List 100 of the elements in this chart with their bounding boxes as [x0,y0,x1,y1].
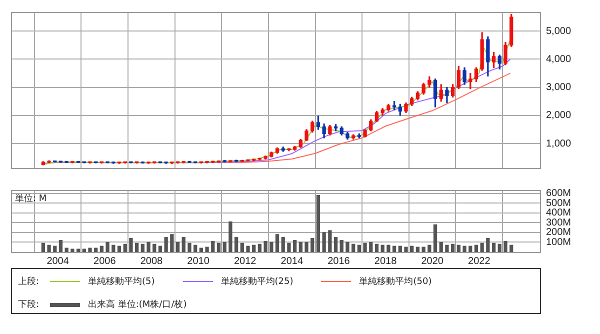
legend-label: 単純移動平均(5) [88,276,155,288]
bar [199,248,204,252]
bar [106,242,110,252]
bar [158,246,162,252]
bar [369,242,373,252]
text: 上段: [18,276,40,288]
bar [462,246,466,252]
bar [392,246,396,252]
bar [88,248,92,252]
bar [82,248,86,252]
bar [416,246,420,252]
bar [170,234,174,252]
bar [310,238,314,252]
bar [188,242,192,252]
y-tick-label: 5,000 [546,26,572,37]
bar [439,242,443,252]
bar [152,244,156,252]
y-tick-label: 400M [546,208,572,219]
y-tick-label: 500M [546,198,572,209]
x-tick-label: 2006 [94,256,116,267]
bar [445,244,449,252]
bar [252,244,256,252]
y-tick-label: 600M [546,188,572,200]
bar [41,242,46,252]
bar [340,240,344,252]
bar [456,244,460,252]
x-tick-label: 2020 [421,256,444,267]
x-tick-label: 2016 [328,256,350,267]
x-tick-label: 2018 [374,256,398,267]
y-tick-label: 300M [546,217,572,228]
bar [53,246,57,252]
bar [216,242,221,252]
bar [94,248,98,252]
bar [117,246,122,252]
x-tick-label: 2014 [280,256,304,267]
bar [334,237,338,252]
bar [211,240,215,252]
bar [246,246,250,252]
bar [322,232,326,252]
bar [140,244,144,252]
bar [222,242,226,252]
bar [380,244,384,252]
bar [357,244,362,252]
bar [129,238,133,252]
legend-label: 単純移動平均(25) [220,276,294,288]
bar [374,244,379,252]
bar [100,246,104,252]
y-tick-label: 4,000 [546,54,572,65]
bar [404,246,408,252]
x-tick-label: 2010 [187,256,210,267]
bar [58,240,63,252]
bar [428,244,432,252]
bar [281,237,285,252]
bar [410,246,414,252]
bar [474,244,478,252]
bar [234,237,238,252]
x-tick-label: 2008 [140,256,163,267]
x-tick-label: 2022 [468,256,491,267]
bar [76,248,80,252]
bar [47,244,51,252]
legend-label: 単純移動平均(50) [359,276,432,288]
bar [194,244,198,252]
bar [480,242,484,252]
bar [346,242,350,252]
bar [164,237,168,252]
legend-label: 出来高 単位:(M株/口/枚) [88,298,187,311]
y-tick-label: 100M [546,236,572,248]
bar [134,242,139,252]
bar [70,248,74,252]
bar [486,238,490,252]
bar [64,248,68,252]
bar [275,234,280,252]
bar [422,246,426,252]
bar [509,244,514,252]
bar [316,195,320,252]
bar [264,240,268,252]
bar [498,244,502,252]
y-axis-title: 単位: M [15,192,47,204]
bar [328,230,332,252]
bar [450,244,455,252]
bar [205,246,209,252]
bar [123,244,127,252]
bar [386,244,390,252]
bar [292,240,297,252]
bar [228,221,232,252]
bar [468,246,472,252]
y-tick-label: 3,000 [546,82,572,94]
bar [258,244,262,252]
bar [504,240,508,252]
y-tick-label: 2,000 [546,110,572,122]
y-tick-label: 1,000 [546,138,572,150]
bar [176,242,180,252]
bar [240,242,244,252]
bar [112,244,116,252]
bar [398,246,402,252]
x-tick-label: 2012 [234,256,257,267]
bar [270,242,274,252]
bar [492,242,496,252]
bar [352,244,356,252]
bar [182,237,186,252]
